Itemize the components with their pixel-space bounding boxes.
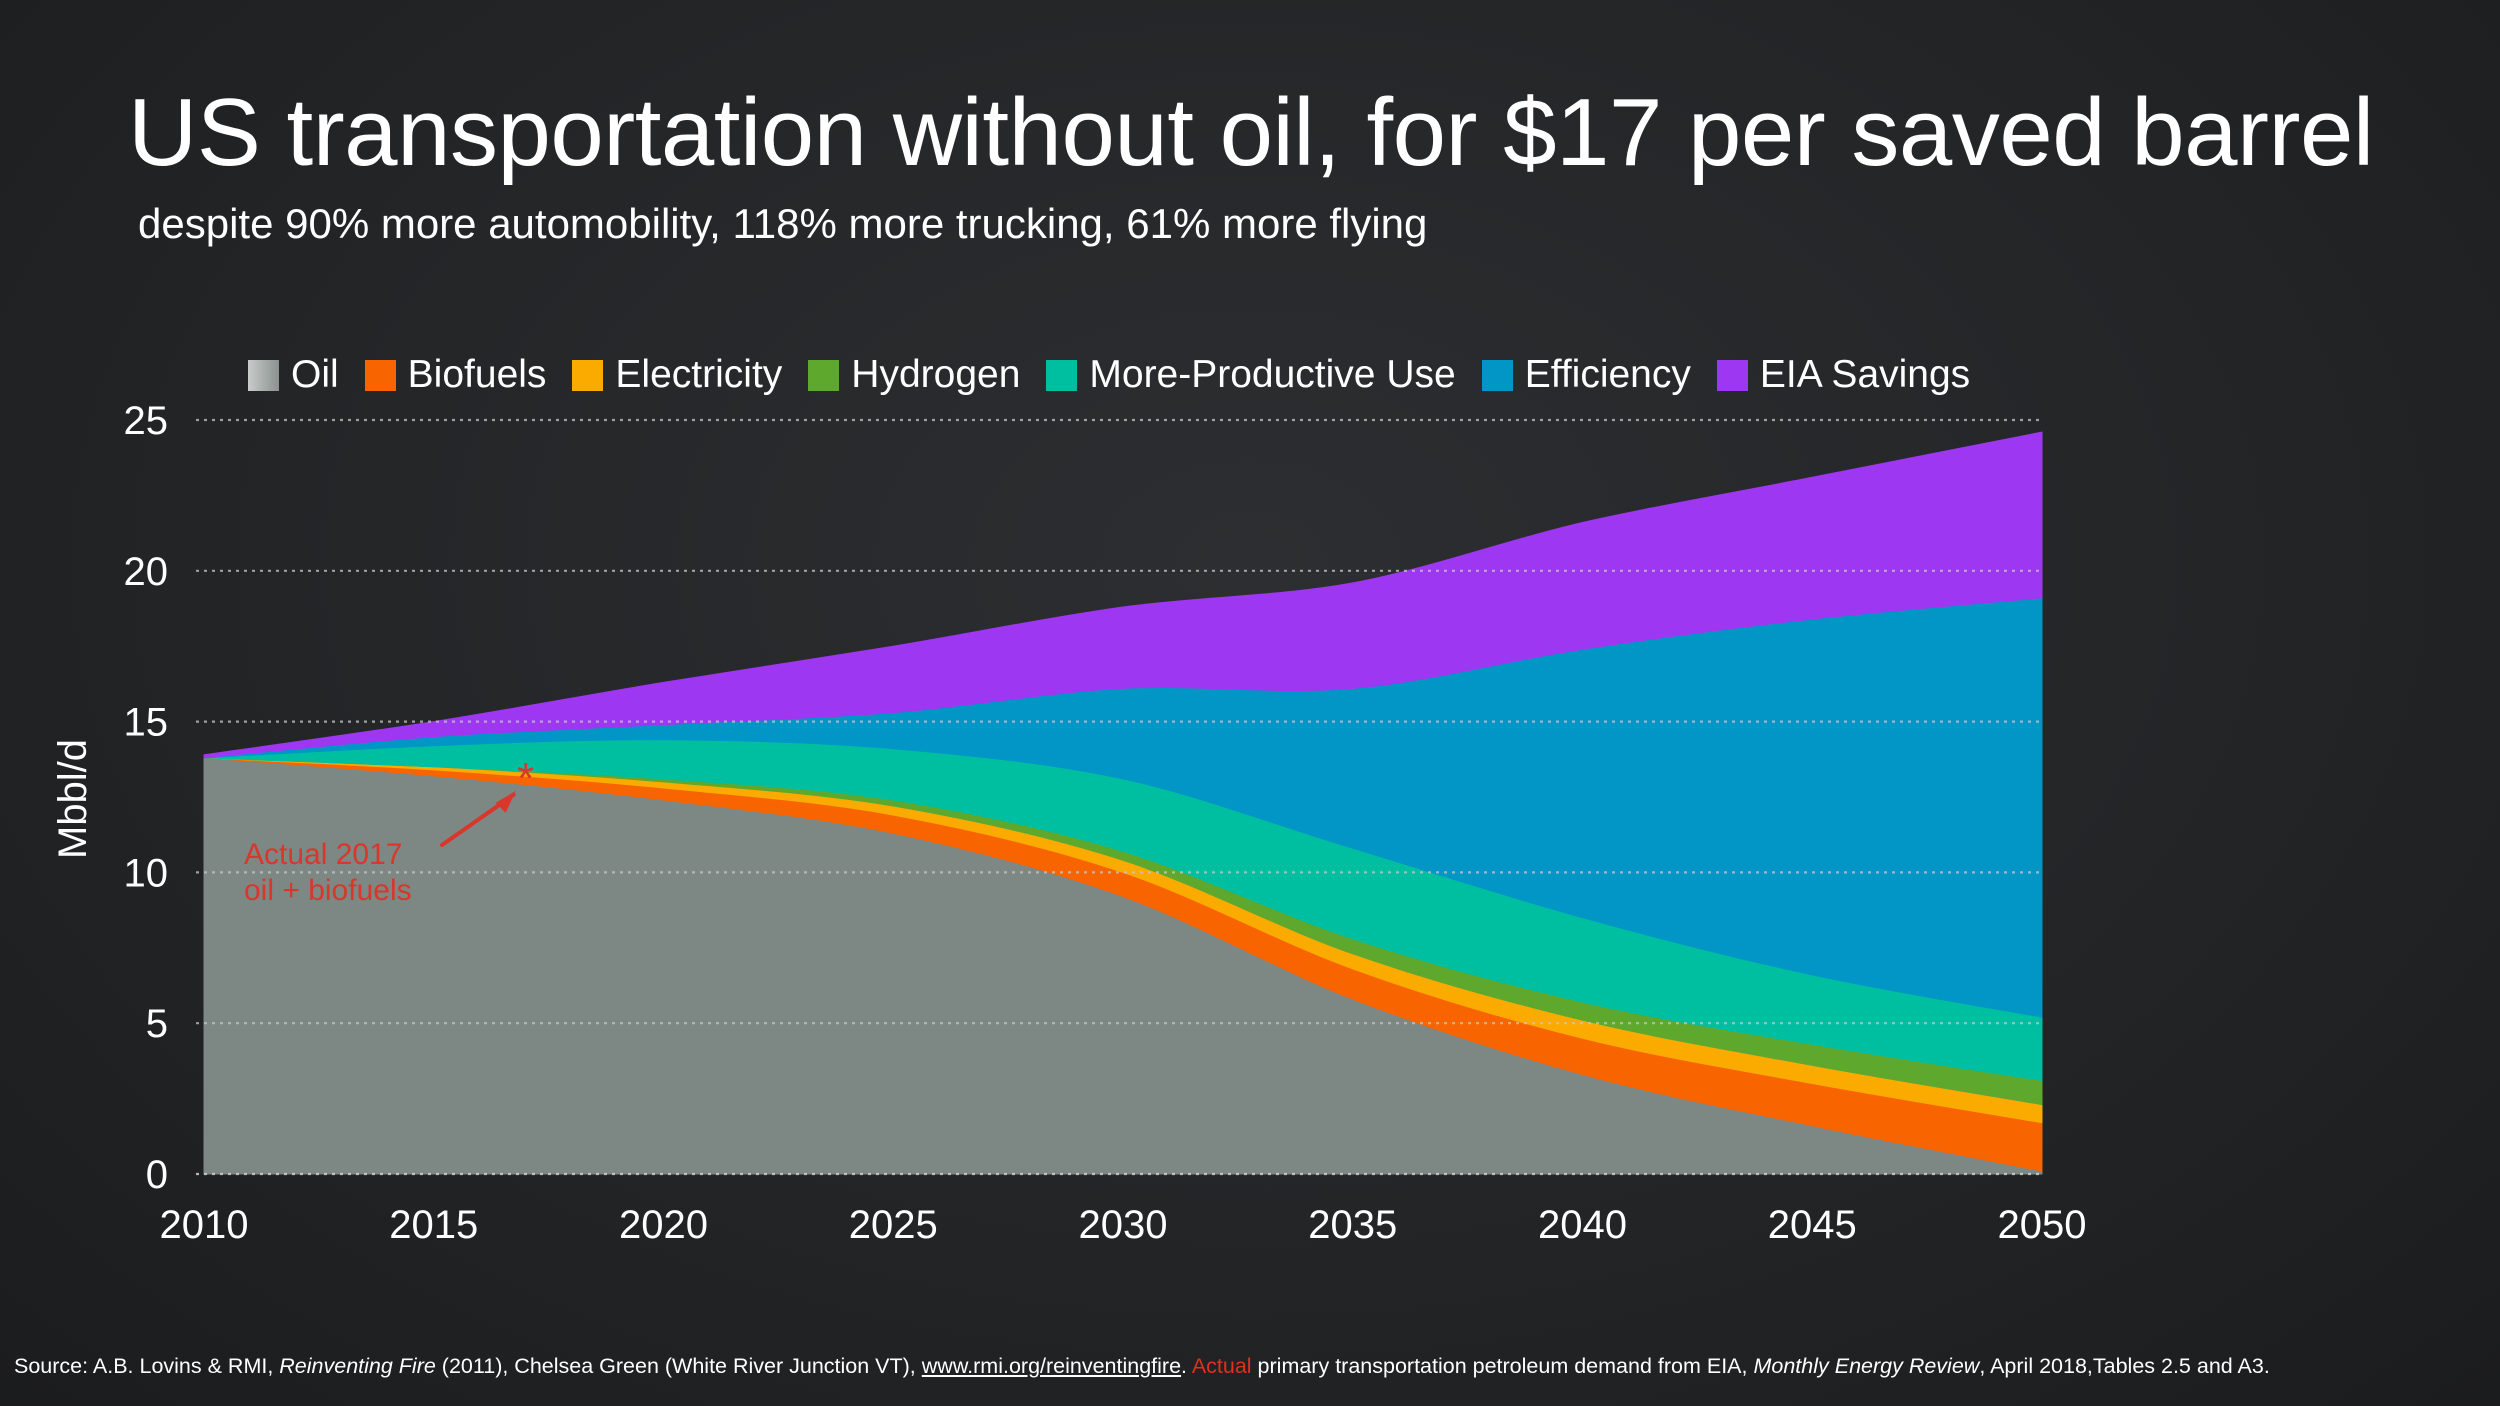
legend-item-biofuels: Biofuels [364, 353, 547, 397]
source-publisher: (2011), Chelsea Green (White River Junct… [435, 1354, 922, 1378]
legend-label-biofuels: Biofuels [407, 353, 547, 396]
legend-item-electricity: Electricity [572, 353, 782, 397]
legend-label-oil: Oil [291, 353, 339, 396]
legend-label-efficiency: Efficiency [1524, 353, 1691, 396]
source-link[interactable]: www.rmi.org/reinventingfire [921, 1354, 1182, 1378]
x-tick-label: 2030 [1079, 1203, 1168, 1247]
actual-label: Actual [1191, 1354, 1252, 1378]
legend-item-eia-savings: EIA Savings [1716, 353, 1971, 397]
legend-item-hydrogen: Hydrogen [808, 353, 1020, 397]
chart-legend: Oil Biofuels Electricity Hydrogen More-Produ… [248, 352, 1996, 398]
legend-label-more-productive-use: More-Productive Use [1089, 353, 1456, 396]
x-tick-label: 2015 [389, 1203, 478, 1247]
legend-label-hydrogen: Hydrogen [851, 353, 1021, 396]
legend-swatch-electricity [572, 359, 604, 391]
book-title: Reinventing Fire [279, 1354, 436, 1378]
area-eia-savings [203, 431, 2043, 759]
demand-text: primary transportation petroleum demand … [1251, 1354, 1754, 1378]
x-tick-label: 2035 [1308, 1203, 1397, 1247]
y-tick-label: 15 [124, 701, 169, 745]
legend-swatch-oil [248, 359, 279, 391]
legend-label-eia-savings: EIA Savings [1759, 353, 1971, 396]
x-axis: 2010 2015 2020 2025 2030 2035 2040 2045 2050 [160, 1203, 2087, 1247]
source-suffix: , April 2018,Tables 2.5 and A3. [1979, 1354, 2270, 1378]
source-prefix: Source: A.B. Lovins & RMI, [14, 1354, 280, 1378]
y-tick-label: 10 [124, 851, 169, 895]
x-tick-label: 2025 [849, 1203, 938, 1247]
x-tick-label: 2050 [1998, 1203, 2087, 1247]
y-tick-label: 5 [146, 1002, 168, 1046]
legend-item-efficiency: Efficiency [1481, 353, 1691, 397]
legend-swatch-hydrogen [808, 359, 840, 391]
legend-swatch-biofuels [364, 359, 396, 391]
annotation-marker: * [517, 754, 534, 803]
x-tick-label: 2010 [160, 1203, 249, 1247]
legend-swatch-eia-savings [1716, 359, 1748, 391]
legend-swatch-more-productive-use [1046, 359, 1078, 391]
source-footnote: Source: A.B. Lovins & RMI, Reinventing F… [14, 1354, 2270, 1379]
legend-swatch-efficiency [1481, 359, 1513, 391]
x-tick-label: 2040 [1538, 1203, 1627, 1247]
legend-item-oil: Oil [248, 353, 339, 397]
journal-title: Monthly Energy Review [1753, 1354, 1980, 1378]
gridlines [196, 418, 2042, 1176]
annotation-label-line2: oil + biofuels [244, 874, 412, 907]
x-tick-label: 2045 [1768, 1203, 1857, 1247]
page-title: US transportation without oil, for $17 p… [128, 79, 2374, 186]
annotation-arrowhead [495, 790, 516, 813]
y-tick-label: 25 [124, 399, 169, 443]
y-tick-label: 20 [124, 550, 169, 594]
x-tick-label: 2020 [619, 1203, 708, 1247]
y-tick-label: 0 [146, 1153, 168, 1197]
annotation-label-line1: Actual 2017 [244, 838, 402, 871]
legend-item-more-productive-use: More-Productive Use [1046, 353, 1456, 397]
source-separator: . [1181, 1354, 1192, 1378]
page-subtitle: despite 90% more automobility, 118% more… [138, 200, 1428, 247]
y-axis: 0 5 10 15 20 25 [124, 399, 169, 1197]
area-series-group [203, 431, 2043, 1175]
y-axis-title: Mbbl/d [51, 739, 95, 859]
legend-label-electricity: Electricity [615, 353, 783, 396]
